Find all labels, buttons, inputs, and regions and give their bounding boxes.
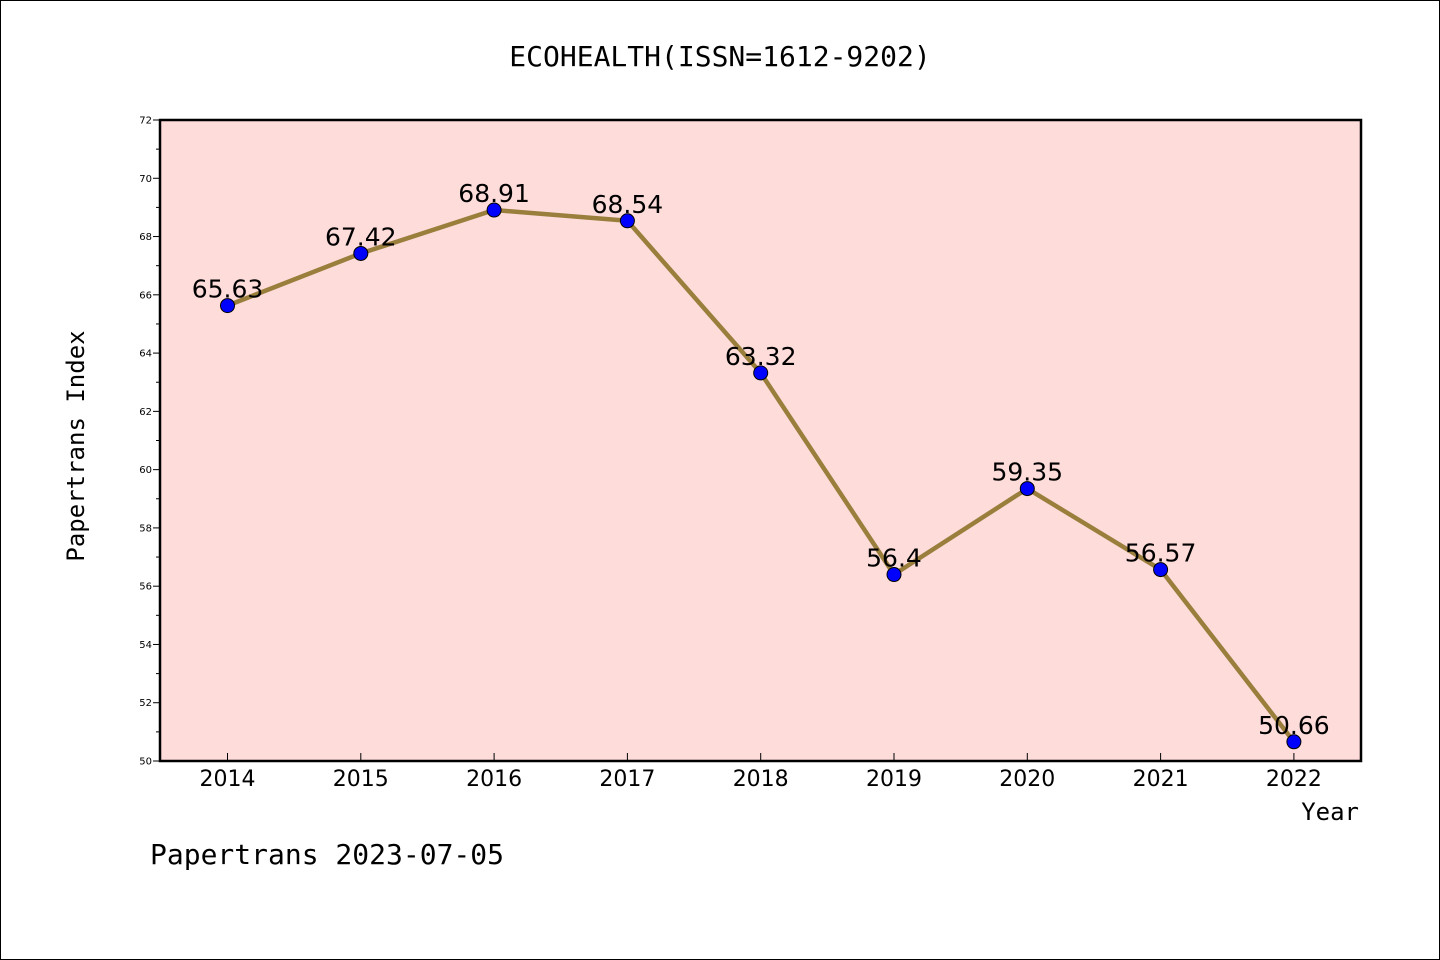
data-label: 68.54 [592,190,664,219]
x-tick-label: 2015 [333,767,389,792]
data-label: 67.42 [325,222,397,251]
data-point [220,298,235,314]
x-tick-label: 2019 [866,767,922,792]
y-tick-label: 64 [139,349,152,360]
y-tick-label: 72 [139,116,152,127]
x-tick-label: 2014 [200,767,256,792]
data-point [1286,734,1302,750]
data-point [619,213,635,229]
data-labels: 65.63 67.42 68.91 68.54 63.32 56.4 59.35 56.57 5… [192,179,1330,740]
chart-title: ECOHEALTH(ISSN=1612-9202) [509,40,930,73]
x-tick-label: 2022 [1266,767,1322,792]
data-label: 65.63 [192,275,264,304]
y-tick-label: 56 [139,582,152,593]
data-label: 63.32 [725,342,797,371]
y-tick-label: 66 [139,290,152,301]
plot-border [158,118,1363,763]
y-tick-label: 52 [139,698,152,709]
plot-area [160,120,1361,761]
x-tick-label: 2021 [1133,767,1189,792]
y-tick-label: 68 [139,232,152,243]
y-axis-title: Papertrans Index [62,330,90,561]
y-tick-label: 58 [139,523,152,534]
data-point [886,567,902,583]
x-axis-title: Year [1301,798,1359,826]
x-tick-label: 2017 [599,767,655,792]
y-axis: 50 52 54 56 58 60 62 64 66 68 70 72 [139,116,160,768]
data-label: 59.35 [992,458,1064,487]
data-label: 68.91 [458,179,530,208]
y-tick-label: 70 [139,174,152,185]
y-tick-label: 60 [139,465,152,476]
x-tick-label: 2016 [466,767,522,792]
data-point [1153,562,1169,578]
y-tick-label: 50 [139,757,152,768]
data-label: 56.57 [1125,539,1197,568]
data-point [486,202,502,218]
data-point [753,365,769,381]
x-tick-label: 2018 [733,767,789,792]
data-markers [220,202,1302,750]
data-point [353,245,369,261]
y-tick-label: 54 [139,640,152,651]
x-tick-label: 2020 [999,767,1055,792]
x-axis: 2014 2015 2016 2017 2018 2019 2020 2021 2022 [200,753,1322,792]
y-tick-label: 62 [139,407,152,418]
data-label: 50.66 [1258,711,1330,740]
data-point [1019,481,1035,497]
data-label: 56.4 [866,544,922,573]
footer-text: Papertrans 2023-07-05 [150,838,504,871]
